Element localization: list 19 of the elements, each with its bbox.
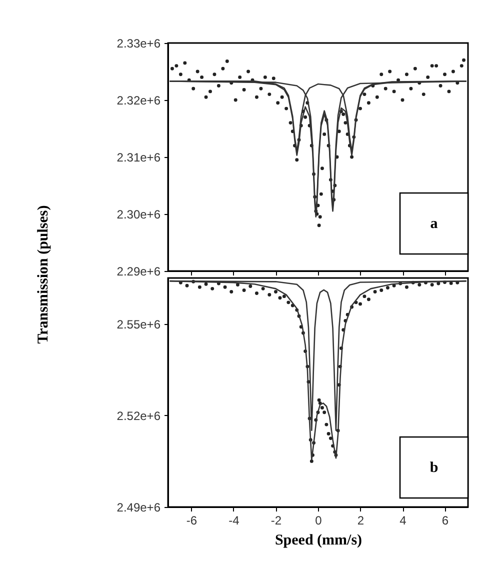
annotation: a — [430, 216, 438, 232]
x-tick-label: -2 — [270, 514, 282, 528]
y-tick-label: 2.55e+6 — [116, 317, 161, 332]
x-tick-label: 4 — [400, 514, 407, 528]
x-tick-label: 2 — [357, 514, 364, 528]
y-tick-label: 2.29e+6 — [116, 264, 161, 278]
y-tick-label: 2.52e+6 — [116, 408, 161, 423]
y-tick-label: 2.31e+6 — [116, 150, 161, 164]
annotation: b — [430, 460, 438, 476]
y-tick-label: 2.32e+6 — [116, 94, 161, 108]
y-tick-label: 2.30e+6 — [116, 208, 161, 222]
x-axis-title: Speed (mm/s) — [274, 532, 362, 548]
x-tick-label: 0 — [315, 514, 322, 528]
y-axis-title: Transmission (pulses) — [36, 205, 52, 344]
x-tick-label: -6 — [186, 514, 198, 528]
x-tick-label: 6 — [442, 514, 449, 528]
y-tick-label: 2.49e+6 — [116, 500, 161, 514]
x-tick-label: -4 — [228, 514, 240, 528]
y-tick-label: 2.33e+6 — [116, 36, 161, 50]
